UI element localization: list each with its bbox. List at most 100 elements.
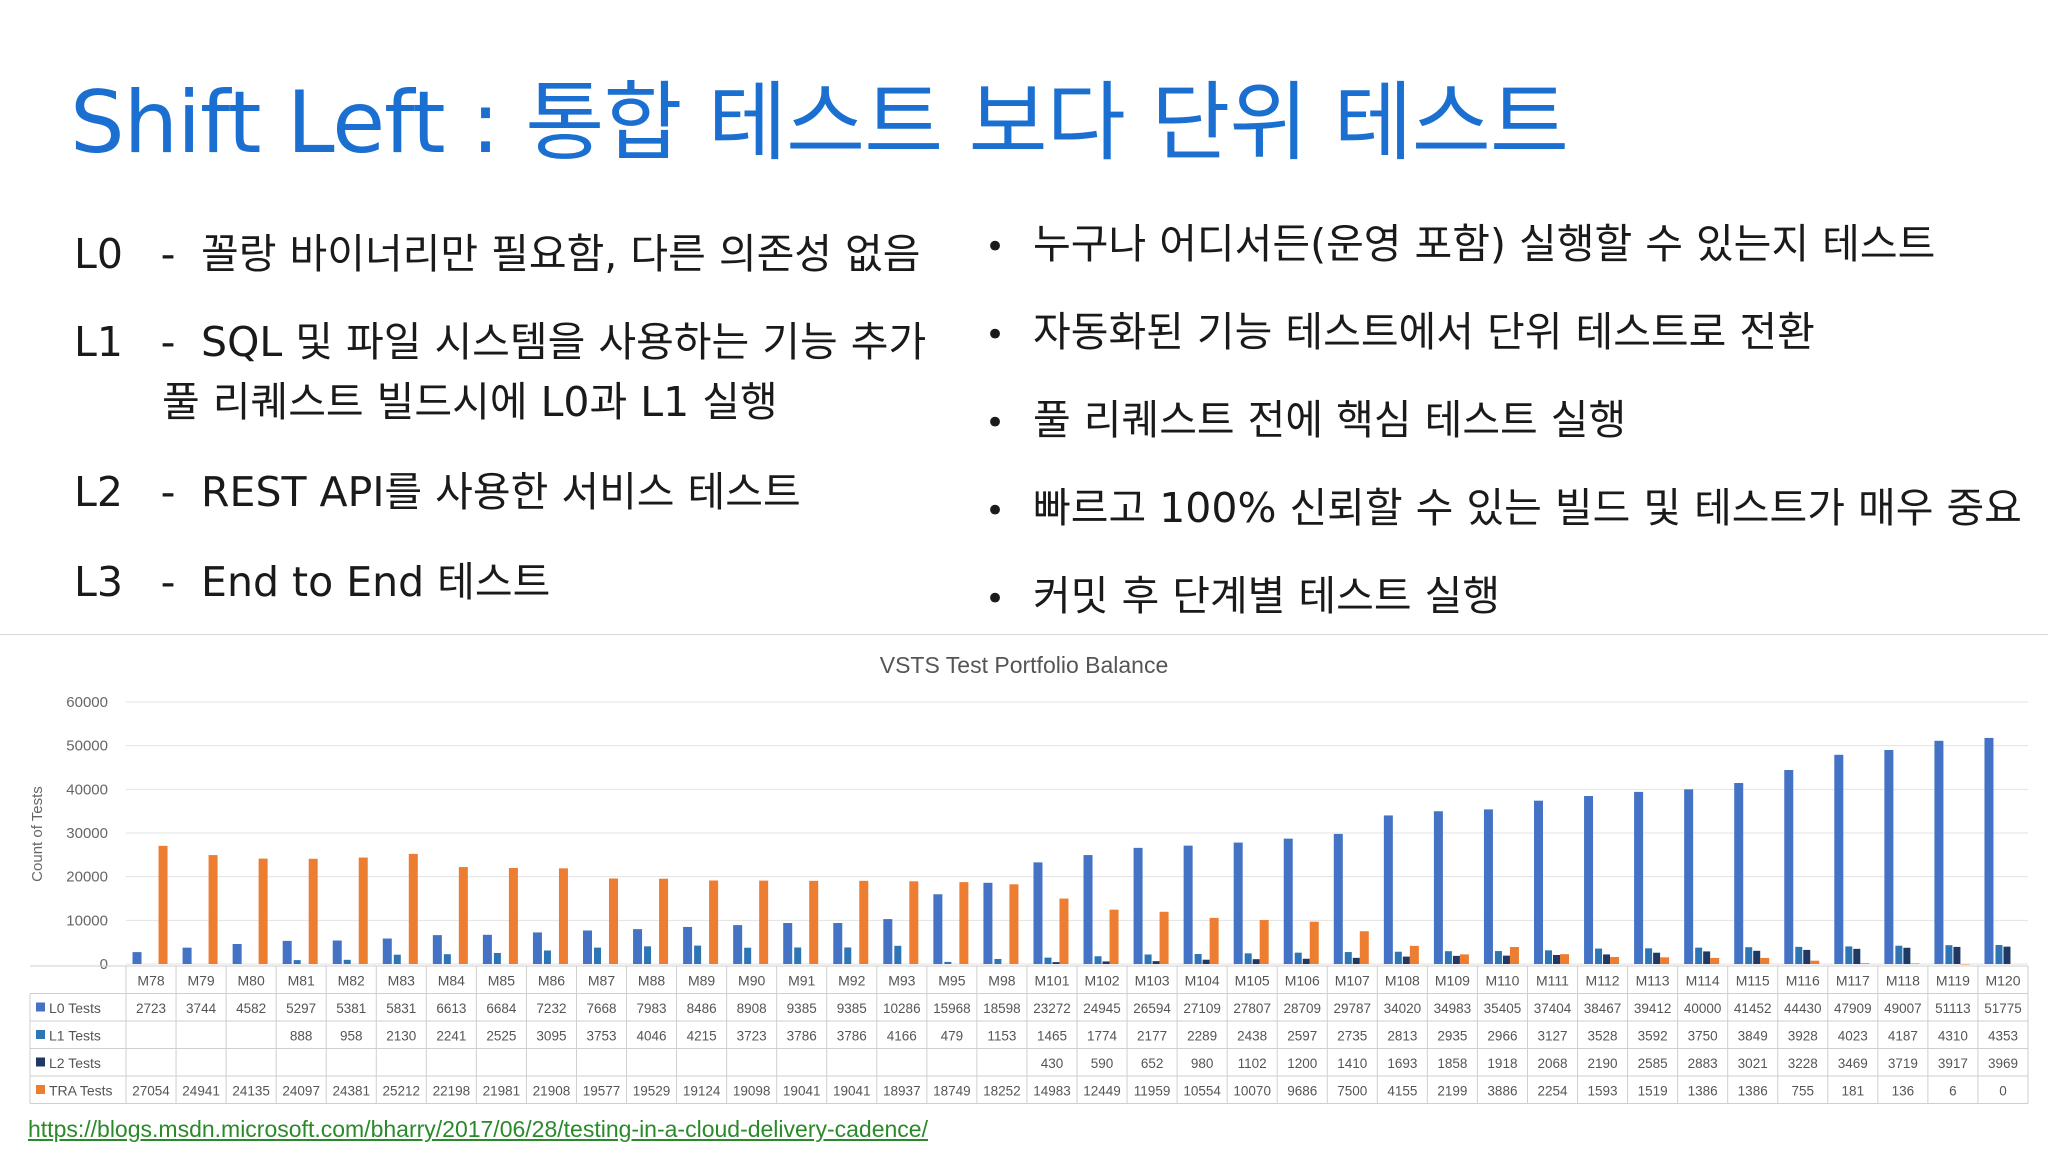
data-label: 7668 <box>586 1001 616 1016</box>
data-label: 44430 <box>1784 1001 1822 1016</box>
bar-l0-tests <box>1083 855 1093 964</box>
bar-l0-tests <box>332 940 342 964</box>
data-label: 1519 <box>1638 1084 1668 1099</box>
bar-l1-tests <box>443 954 451 964</box>
bullet-item: • 풀 리퀘스트 전에 핵심 테스트 실행 <box>985 386 1626 446</box>
y-tick-label: 60000 <box>66 694 108 711</box>
legend-label: L0 Tests <box>49 1000 101 1016</box>
bar-l2-tests <box>1753 950 1761 964</box>
bullet-text: 풀 리퀘스트 전에 핵심 테스트 실행 <box>1033 396 1627 444</box>
data-label: 2068 <box>1537 1056 1567 1071</box>
bar-l0-tests <box>1233 842 1243 964</box>
x-tick-label: M85 <box>488 973 515 989</box>
y-tick-label: 10000 <box>66 912 108 929</box>
bar-l2-tests <box>1803 949 1811 964</box>
x-tick-label: M92 <box>838 973 865 989</box>
data-label: 22198 <box>433 1084 471 1099</box>
data-label: 479 <box>941 1029 964 1044</box>
data-label: 181 <box>1842 1084 1865 1099</box>
data-label: 3917 <box>1938 1056 1968 1071</box>
bar-l1-tests <box>1444 951 1452 964</box>
data-label: 3228 <box>1788 1056 1818 1071</box>
data-label: 1858 <box>1437 1056 1467 1071</box>
x-tick-label: M106 <box>1285 973 1320 989</box>
x-tick-label: M108 <box>1385 973 1420 989</box>
bar-l1-tests <box>894 945 902 964</box>
bar-l2-tests <box>1553 954 1560 964</box>
x-tick-label: M80 <box>238 973 265 989</box>
data-label: 24941 <box>182 1084 220 1099</box>
data-label: 3849 <box>1738 1029 1768 1044</box>
bar-l1-tests <box>293 960 301 964</box>
data-label: 4582 <box>236 1001 266 1016</box>
data-label: 8486 <box>687 1001 717 1016</box>
data-label: 2177 <box>1137 1029 1167 1044</box>
bar-tra-tests <box>1309 921 1319 964</box>
data-label: 1153 <box>987 1029 1016 1044</box>
bar-tra-tests <box>1810 960 1820 964</box>
level-item-l2: L2- REST API를 사용한 서비스 테스트 <box>74 458 801 518</box>
chart-top-border <box>0 634 2048 635</box>
bar-l2-tests <box>1202 959 1210 964</box>
data-label: 1386 <box>1688 1084 1718 1099</box>
bar-tra-tests <box>1259 920 1269 964</box>
x-tick-label: M119 <box>1936 973 1970 989</box>
bullet-item: • 누구나 어디서든(운영 포함) 실행할 수 있는지 테스트 <box>985 210 1935 270</box>
bar-l1-tests <box>994 958 1002 964</box>
data-label: 12449 <box>1083 1084 1121 1099</box>
level-dash: - <box>160 318 176 366</box>
bar-l0-tests <box>1333 833 1343 964</box>
bar-tra-tests <box>1509 947 1519 964</box>
data-label: 755 <box>1791 1084 1814 1099</box>
bar-tra-tests <box>1059 898 1069 964</box>
data-label: 10554 <box>1183 1084 1221 1099</box>
bar-l0-tests <box>583 930 592 964</box>
bar-l2-tests <box>1452 955 1460 964</box>
data-label: 38467 <box>1584 1001 1622 1016</box>
data-label: 19041 <box>833 1084 871 1099</box>
data-label: 7232 <box>536 1001 566 1016</box>
bullet-text: 누구나 어디서든(운영 포함) 실행할 수 있는지 테스트 <box>1033 220 1936 268</box>
bar-l0-tests <box>1984 737 1994 964</box>
data-label: 2966 <box>1487 1029 1517 1044</box>
bar-tra-tests <box>1660 957 1670 964</box>
level-code: L1 <box>74 318 123 366</box>
bar-l0-tests <box>1433 811 1443 964</box>
bar-tra-tests <box>709 880 719 964</box>
bar-tra-tests <box>1910 963 1920 964</box>
data-label: 47909 <box>1834 1001 1872 1016</box>
data-label: 2241 <box>436 1029 466 1044</box>
x-tick-label: M118 <box>1886 973 1920 989</box>
data-label: 2813 <box>1387 1029 1417 1044</box>
data-label: 24097 <box>282 1084 320 1099</box>
data-label: 1410 <box>1337 1056 1367 1071</box>
data-label: 3021 <box>1738 1056 1768 1071</box>
y-tick-label: 0 <box>100 956 108 973</box>
bar-l0-tests <box>282 940 292 964</box>
data-label: 1386 <box>1738 1084 1768 1099</box>
bullet-text: 빠르고 100% 신뢰할 수 있는 빌드 및 테스트가 매우 중요 <box>1033 484 2022 532</box>
bar-l1-tests <box>1695 947 1703 964</box>
bar-tra-tests <box>1459 954 1469 964</box>
bar-l1-tests <box>493 952 501 964</box>
bar-l1-tests <box>1545 950 1552 964</box>
bar-l1-tests <box>1494 951 1502 964</box>
source-link[interactable]: https://blogs.msdn.microsoft.com/bharry/… <box>28 1116 928 1142</box>
x-tick-label: M104 <box>1185 973 1220 989</box>
bar-l0-tests <box>1834 754 1844 964</box>
bar-l1-tests <box>1795 946 1803 964</box>
bar-l1-tests <box>1294 952 1302 964</box>
bar-l1-tests <box>1144 954 1152 964</box>
level-item-l1: L1- SQL 및 파일 시스템을 사용하는 기능 추가 <box>74 308 926 368</box>
level-text: 꼴랑 바이너리만 필요함, 다른 의존성 없음 <box>201 230 921 278</box>
test-portfolio-chart: VSTS Test Portfolio Balance Count of Test… <box>0 634 2048 1152</box>
data-label: 18598 <box>983 1001 1021 1016</box>
bar-tra-tests <box>659 878 669 964</box>
bar-l1-tests <box>1244 953 1252 964</box>
legend-swatch <box>36 1030 45 1039</box>
level-dash: - <box>160 230 176 278</box>
bar-l2-tests <box>1653 952 1661 964</box>
data-label: 23272 <box>1033 1001 1071 1016</box>
x-tick-label: M81 <box>288 973 315 989</box>
data-label: 3969 <box>1988 1056 2018 1071</box>
